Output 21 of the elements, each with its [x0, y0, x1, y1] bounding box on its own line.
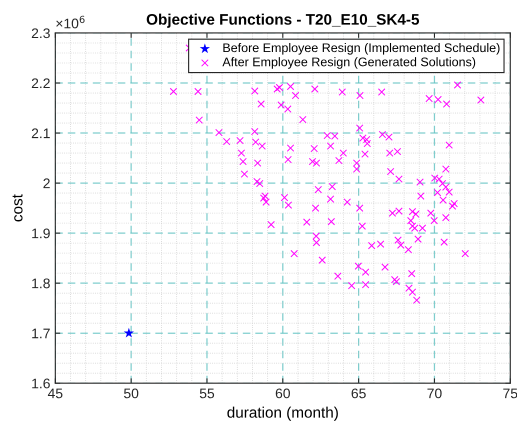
y-tick-label: 1.8 — [32, 278, 50, 288]
x-tick-label: 55 — [200, 388, 214, 398]
y-tick-label: 2.1 — [32, 128, 50, 138]
y-tick-label: 1.7 — [32, 328, 50, 338]
x-tick-label: 65 — [352, 388, 366, 398]
y-axis-title: cost — [12, 194, 23, 222]
y-tick-label: 2 — [43, 178, 50, 188]
y-tick-label: 1.9 — [32, 228, 50, 238]
x-tick-label: 75 — [503, 388, 517, 398]
text: ×10$^{6}$ — [56, 16, 85, 28]
chart-title: Objective Functions - T20_E10_SK4-5 — [146, 14, 420, 28]
y-tick-label: 1.6 — [32, 378, 50, 388]
x-tick-label: 50 — [124, 388, 138, 398]
x-axis-title: duration (month) — [227, 406, 338, 421]
y-tick-label: 2.3 — [32, 28, 50, 38]
legend-label: Before Employee Resign (Implemented Schedule) — [223, 42, 500, 55]
x-tick-label: 45 — [48, 388, 62, 398]
legend-label: After Employee Resign (Generated Solutions) — [222, 57, 476, 69]
x-tick-label: 60 — [276, 388, 290, 398]
x-tick-label: 70 — [427, 388, 442, 398]
y-tick-label: 2.2 — [32, 78, 50, 88]
